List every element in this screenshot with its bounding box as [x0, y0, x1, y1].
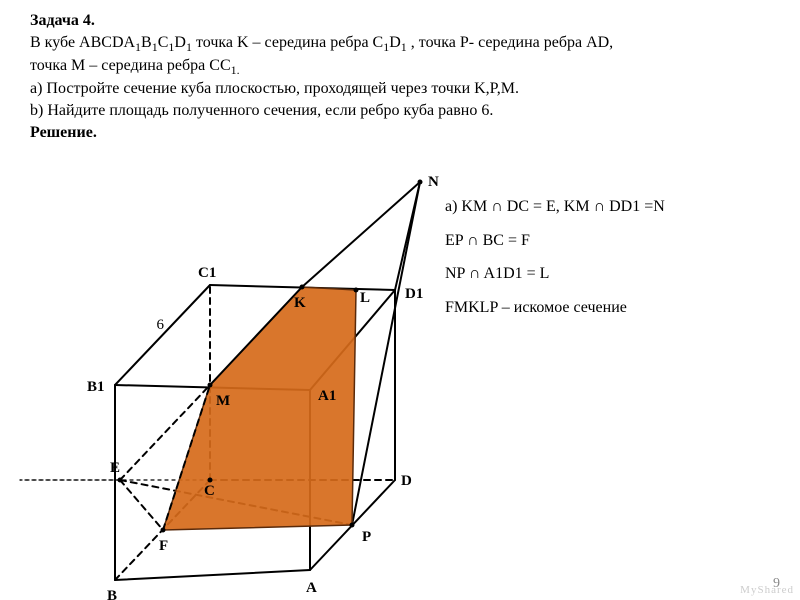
cube-diagram: A B C D A1 B1 C1 D1 K L M P F E N 6 — [0, 0, 800, 600]
svg-text:E: E — [110, 460, 120, 476]
svg-text:A: A — [306, 580, 317, 596]
svg-text:C: C — [204, 483, 215, 499]
svg-text:B: B — [107, 588, 117, 600]
svg-text:N: N — [428, 174, 439, 190]
svg-text:P: P — [362, 529, 371, 545]
svg-text:6: 6 — [157, 317, 165, 333]
svg-text:C1: C1 — [198, 265, 216, 281]
svg-text:B1: B1 — [87, 379, 105, 395]
svg-text:F: F — [159, 538, 168, 554]
svg-text:M: M — [216, 393, 230, 409]
svg-text:D1: D1 — [405, 286, 423, 302]
watermark: MyShared — [740, 584, 794, 596]
svg-text:D: D — [401, 473, 412, 489]
svg-text:A1: A1 — [318, 388, 336, 404]
svg-text:K: K — [294, 295, 306, 311]
svg-text:L: L — [360, 290, 370, 306]
